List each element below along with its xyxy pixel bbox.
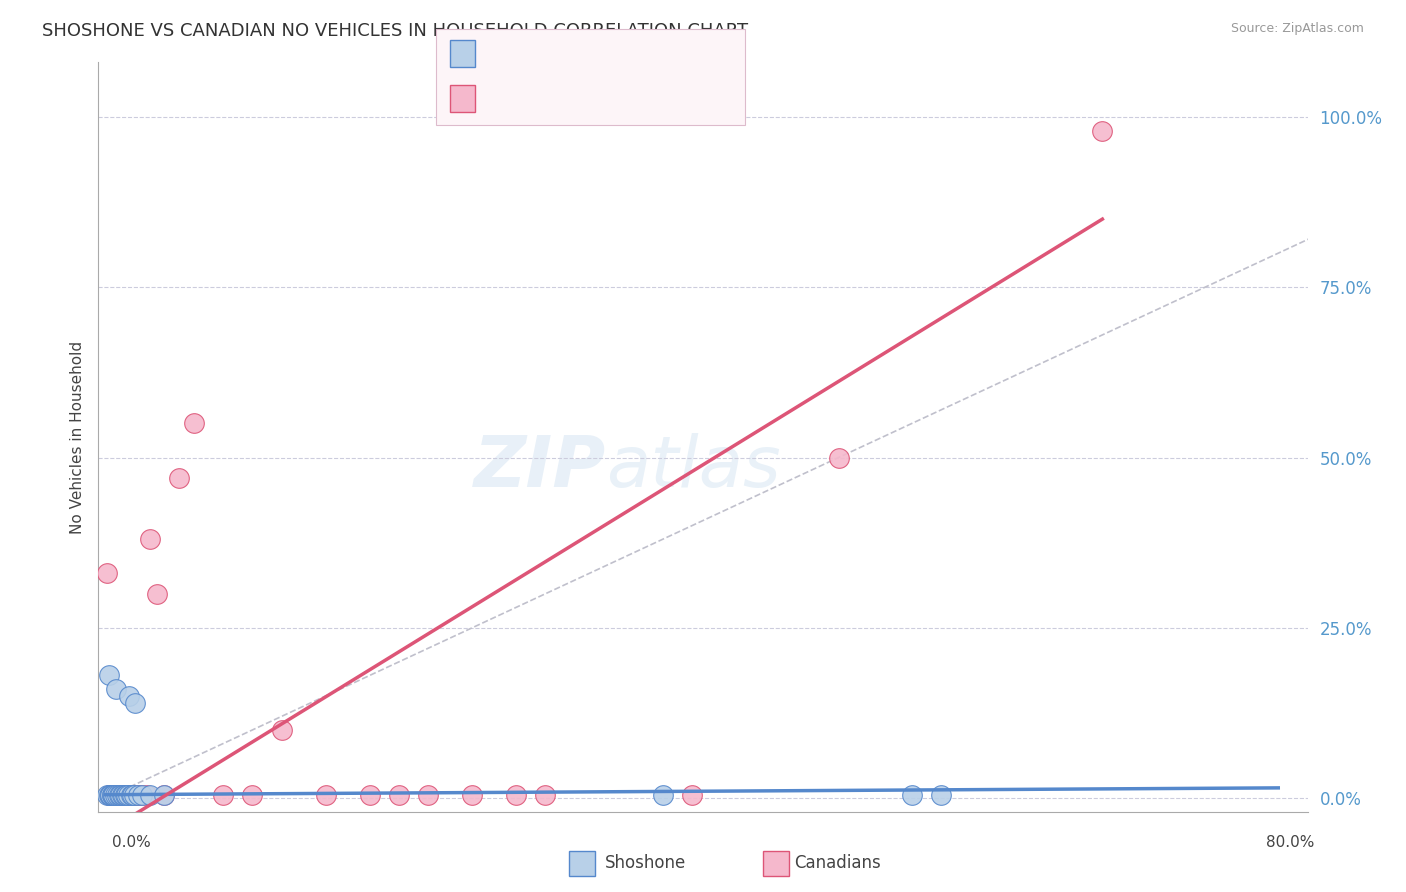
Point <box>108 788 131 802</box>
Point <box>131 788 153 802</box>
Text: Canadians: Canadians <box>794 855 882 872</box>
Point <box>534 788 557 802</box>
Point <box>97 668 120 682</box>
Point <box>107 788 129 802</box>
Point <box>146 587 169 601</box>
Point <box>101 788 124 802</box>
Y-axis label: No Vehicles in Household: No Vehicles in Household <box>69 341 84 533</box>
Point <box>153 788 176 802</box>
Point <box>315 788 337 802</box>
Point <box>117 788 139 802</box>
Point <box>135 788 157 802</box>
Point <box>1091 123 1114 137</box>
Point <box>167 471 190 485</box>
Point <box>127 788 149 802</box>
Text: 0.0%: 0.0% <box>112 836 152 850</box>
Point <box>827 450 849 465</box>
Point <box>929 788 952 802</box>
Point <box>124 788 146 802</box>
Point <box>105 682 128 697</box>
Point <box>96 566 118 581</box>
Point <box>103 788 125 802</box>
Point <box>388 788 411 802</box>
Point <box>101 788 124 802</box>
Point <box>901 788 924 802</box>
Point <box>110 788 132 802</box>
Point <box>121 788 143 802</box>
Point <box>183 417 205 431</box>
Point <box>681 788 703 802</box>
Point <box>110 788 132 802</box>
Point <box>115 788 138 802</box>
Point <box>651 788 673 802</box>
Point <box>270 723 292 737</box>
Text: ZIP: ZIP <box>474 433 606 501</box>
Point <box>98 788 121 802</box>
Point <box>111 788 134 802</box>
Point <box>112 788 135 802</box>
Text: 80.0%: 80.0% <box>1267 836 1315 850</box>
Text: Source: ZipAtlas.com: Source: ZipAtlas.com <box>1230 22 1364 36</box>
Point <box>117 788 139 802</box>
Point <box>122 788 145 802</box>
Point <box>97 788 120 802</box>
Point <box>212 788 235 802</box>
Point <box>118 689 141 703</box>
Point <box>101 788 124 802</box>
Point <box>114 788 136 802</box>
Point <box>100 788 122 802</box>
Point <box>98 788 121 802</box>
Point <box>127 788 149 802</box>
Point <box>100 788 122 802</box>
Text: R = 0.095   N = 31: R = 0.095 N = 31 <box>482 45 640 62</box>
Text: SHOSHONE VS CANADIAN NO VEHICLES IN HOUSEHOLD CORRELATION CHART: SHOSHONE VS CANADIAN NO VEHICLES IN HOUS… <box>42 22 748 40</box>
Point <box>359 788 381 802</box>
Point <box>461 788 484 802</box>
Text: atlas: atlas <box>606 433 780 501</box>
Text: R = 0.780   N = 38: R = 0.780 N = 38 <box>482 89 640 107</box>
Point <box>240 788 263 802</box>
Point <box>114 788 136 802</box>
Point <box>138 788 160 802</box>
Point <box>97 788 120 802</box>
Point <box>124 696 146 710</box>
Point <box>107 788 129 802</box>
Point <box>98 788 121 802</box>
Point <box>131 788 153 802</box>
Point <box>105 788 128 802</box>
Point <box>100 788 122 802</box>
Point <box>111 788 134 802</box>
Point <box>120 788 142 802</box>
Point <box>112 788 135 802</box>
Point <box>120 788 142 802</box>
Point <box>138 533 160 547</box>
Text: Shoshone: Shoshone <box>605 855 686 872</box>
Point <box>103 788 125 802</box>
Point <box>153 788 176 802</box>
Point <box>505 788 527 802</box>
Point <box>108 788 131 802</box>
Point <box>96 788 118 802</box>
Point <box>418 788 440 802</box>
Point <box>101 788 124 802</box>
